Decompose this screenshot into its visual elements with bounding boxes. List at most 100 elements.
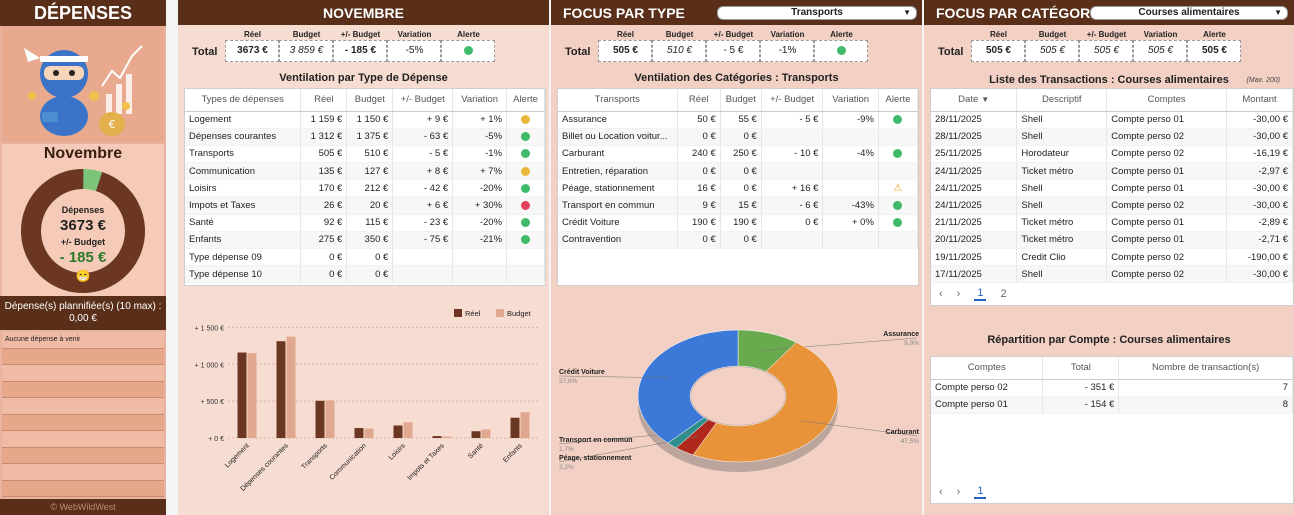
bar-budget[interactable] xyxy=(520,412,530,438)
label-leader xyxy=(558,375,670,379)
bar-budget[interactable] xyxy=(325,400,335,438)
category-table-row: Billet ou Location voitur... 0 €0 € xyxy=(558,128,919,146)
planned-row xyxy=(2,348,164,365)
category-select[interactable]: Courses alimentaires ▼ xyxy=(1090,6,1288,20)
category-focus-title-text: FOCUS PAR CATÉGORIE xyxy=(936,4,1104,21)
category-table-cell xyxy=(878,145,919,164)
transaction-cell: Ticket métro xyxy=(1016,231,1108,250)
sort-desc-icon[interactable]: ▼ xyxy=(981,95,990,105)
type-select[interactable]: Transports ▼ xyxy=(717,6,917,20)
hdr-variation: Variation xyxy=(770,30,805,39)
prev-page-icon[interactable]: ‹ xyxy=(939,486,943,498)
bar-budget[interactable] xyxy=(247,353,257,438)
bar-budget[interactable] xyxy=(403,422,413,438)
repartition-title: Répartition par Compte : Courses aliment… xyxy=(987,334,1231,346)
bar-budget[interactable] xyxy=(286,336,296,438)
type-table-box: Types de dépenses Réel Budget +/- Budget Var… xyxy=(184,88,546,286)
transaction-row: 24/11/2025 Shell Compte perso 02 -30,00 € xyxy=(931,196,1293,215)
category-table-cell: - 10 € xyxy=(761,145,824,164)
hdr-alert: Alerte xyxy=(830,30,853,39)
type-table-cell: - 63 € xyxy=(392,128,454,146)
slice-percent: 9,9% xyxy=(904,340,919,347)
transaction-cell: 20/11/2025 xyxy=(931,231,1018,250)
category-table-cell: 0 € xyxy=(761,214,824,232)
next-page-icon[interactable]: › xyxy=(956,486,961,498)
page-2[interactable]: 2 xyxy=(1000,288,1007,300)
transaction-col-header: Montant xyxy=(1226,89,1293,112)
next-page-icon[interactable]: › xyxy=(956,288,961,300)
slice-percent: 3,2% xyxy=(559,464,574,471)
bar-real[interactable] xyxy=(315,400,325,438)
category-table-cell: 0 € xyxy=(677,128,721,146)
transaction-row: 21/11/2025 Ticket métro Compte perso 01 -2,… xyxy=(931,214,1293,232)
transaction-cell: Compte perso 02 xyxy=(1106,265,1228,284)
bar-real[interactable] xyxy=(276,341,286,438)
slice-percent: 1,7% xyxy=(559,446,574,453)
bar-real[interactable] xyxy=(432,436,442,438)
y-tick-label: + 500 € xyxy=(200,399,224,406)
bar-real[interactable] xyxy=(393,425,403,438)
repartition-cell: - 351 € xyxy=(1042,379,1120,397)
warning-icon: ⚠ xyxy=(893,182,903,194)
bar-real[interactable] xyxy=(354,428,364,438)
donut-slice[interactable] xyxy=(692,342,839,463)
sum-budget: 505 € xyxy=(1025,40,1080,62)
category-table-cell: 0 € xyxy=(720,162,762,181)
x-tick-label: Communication xyxy=(329,442,368,481)
category-table-cell: -4% xyxy=(822,145,879,164)
slice-percent: 47,5% xyxy=(901,438,920,445)
type-table-row: Impots et Taxes 26 €20 € + 6 € + 30% xyxy=(185,196,545,215)
alert-green-icon xyxy=(521,218,531,228)
type-table-cell xyxy=(506,265,545,284)
sum-real: 505 € xyxy=(971,40,1026,62)
type-table-cell: Santé xyxy=(185,214,302,232)
transaction-cell: Compte perso 01 xyxy=(1106,214,1228,232)
planned-title: Dépense(s) plannifiée(s) (10 max) : xyxy=(4,301,162,312)
category-table-cell: - 5 € xyxy=(761,111,824,129)
x-tick-label: Transports xyxy=(300,442,329,471)
type-bar-chart: + 0 €+ 500 €+ 1 000 €+ 1 500 €LogementDé… xyxy=(195,309,540,493)
bar-budget[interactable] xyxy=(481,429,491,438)
hdr-variation: Variation xyxy=(397,30,432,39)
category-table-col-header: Alerte xyxy=(878,89,919,112)
legend-swatch xyxy=(454,309,462,317)
transaction-cell: Compte perso 01 xyxy=(1106,231,1228,250)
category-table-cell xyxy=(878,196,919,215)
prev-page-icon[interactable]: ‹ xyxy=(939,288,943,300)
bar-real[interactable] xyxy=(510,417,520,438)
x-tick-label: Impots et Taxes xyxy=(406,442,446,482)
planned-row xyxy=(2,365,164,382)
donut-slice[interactable] xyxy=(637,329,739,444)
hdr-delta: +/- Budget xyxy=(340,30,381,39)
page-1[interactable]: 1 xyxy=(974,287,987,301)
type-table-cell: 1 375 € xyxy=(346,128,394,146)
month-title: Novembre xyxy=(43,145,123,162)
category-table-row: Entretien, réparation 0 €0 € xyxy=(558,162,919,181)
planned-row xyxy=(2,447,164,464)
type-table-cell: 170 € xyxy=(300,179,348,198)
repartition-col-header: Nombre de transaction(s) xyxy=(1118,357,1293,380)
transaction-cell: 24/11/2025 xyxy=(931,162,1018,181)
page-1[interactable]: 1 xyxy=(974,485,987,499)
type-table-col-header: Réel xyxy=(300,89,348,112)
bar-real[interactable] xyxy=(471,431,481,438)
type-table-cell: + 6 € xyxy=(392,196,454,215)
category-table-cell: 240 € xyxy=(677,145,721,164)
type-table-cell: Type dépense 09 xyxy=(185,248,302,267)
transaction-cell: Compte perso 01 xyxy=(1106,162,1228,181)
sum-delta: - 5 € xyxy=(706,40,761,62)
transaction-cell: -190,00 € xyxy=(1226,248,1293,267)
category-table-cell xyxy=(822,162,879,181)
transaction-cell: -2,97 € xyxy=(1226,162,1293,181)
type-table-cell: -5% xyxy=(452,128,508,146)
sum-budget: 3 859 € xyxy=(279,40,334,62)
bar-budget[interactable] xyxy=(364,428,374,438)
type-table-cell: - 42 € xyxy=(392,179,454,198)
category-table-row: Assurance 50 €55 € - 5 € -9% xyxy=(558,111,919,129)
transaction-cell: Compte perso 01 xyxy=(1106,179,1228,198)
transaction-cell: Compte perso 01 xyxy=(1106,111,1228,129)
category-table-cell: Entretien, réparation xyxy=(558,162,678,181)
bar-budget[interactable] xyxy=(442,436,452,438)
bar-real[interactable] xyxy=(237,352,247,438)
month-panel: NOVEMBRE Total Réel 3673 € Budget 3 859 € … xyxy=(178,0,549,515)
